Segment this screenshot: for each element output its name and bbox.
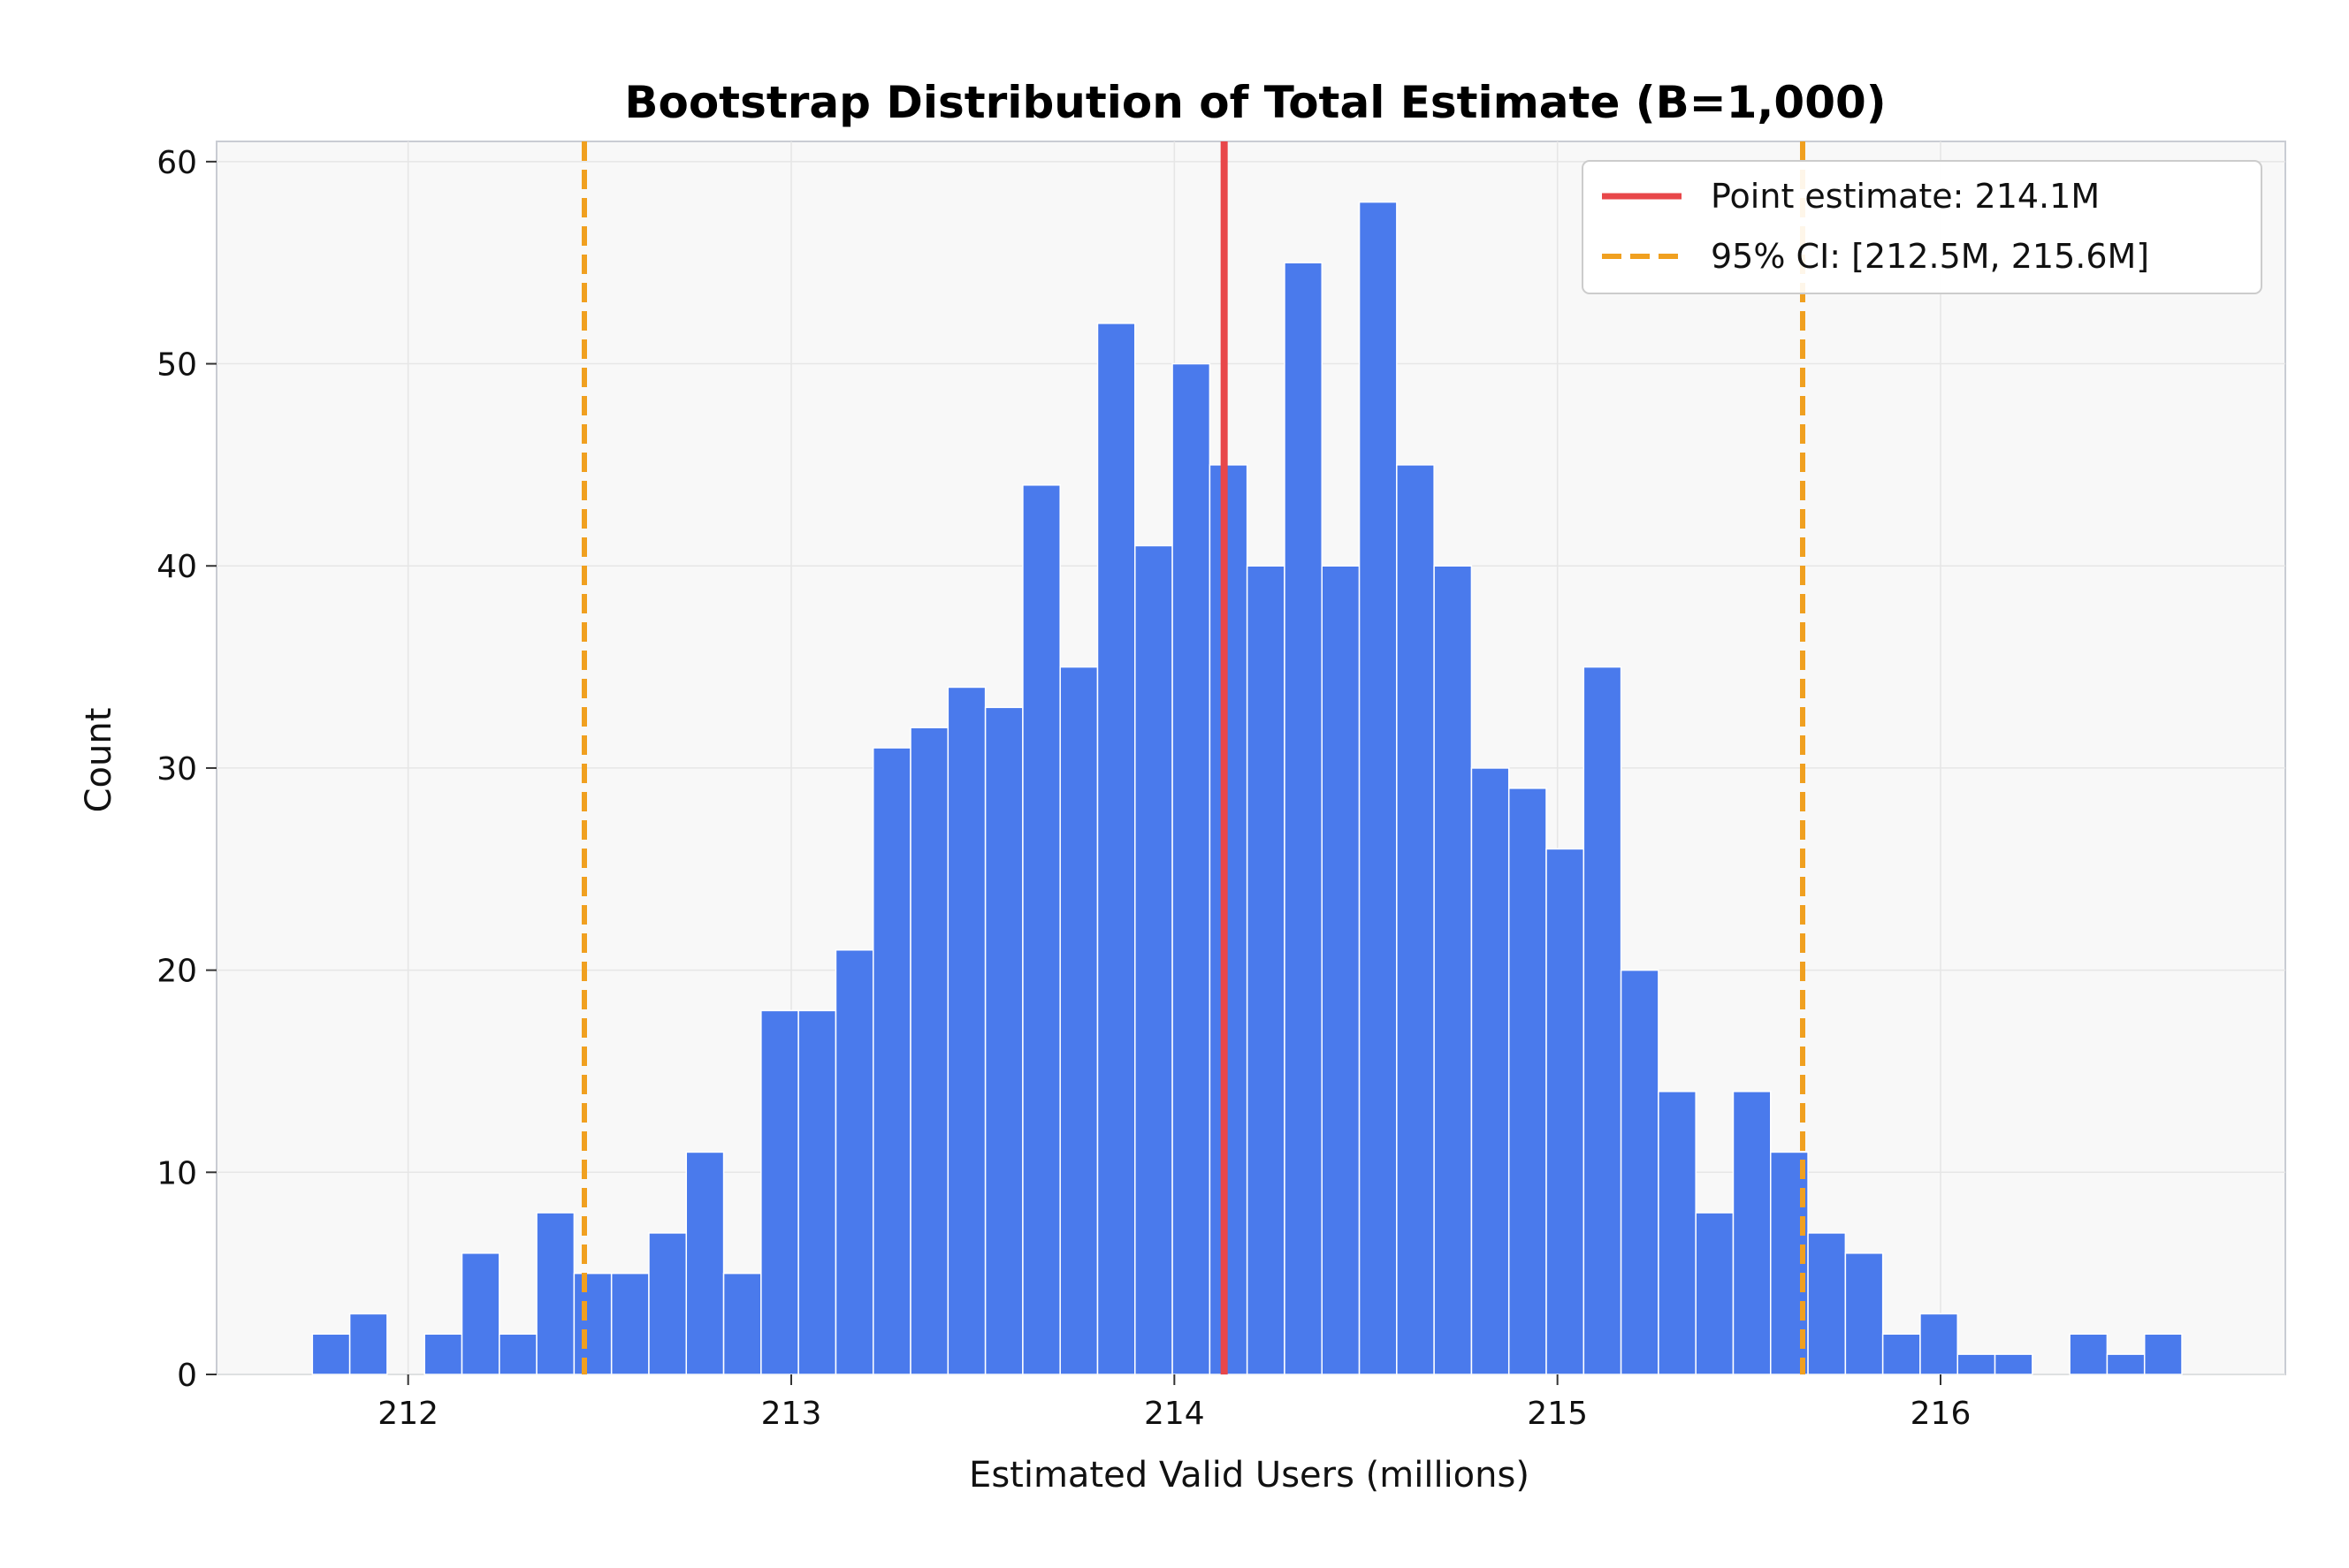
- histogram-bar: [348, 1313, 388, 1375]
- y-tick-label: 40: [156, 549, 197, 585]
- histogram-bar: [1246, 565, 1285, 1375]
- legend: Point estimate: 214.1M 95% CI: [212.5M, …: [1582, 160, 2262, 294]
- histogram-bar: [1059, 666, 1099, 1375]
- histogram-bar: [1695, 1212, 1735, 1375]
- histogram-bar: [610, 1272, 650, 1375]
- histogram-bar: [835, 949, 874, 1375]
- histogram-bar: [1171, 362, 1211, 1375]
- y-tick-label: 10: [156, 1155, 197, 1191]
- y-axis-label: Count: [79, 708, 119, 813]
- histogram-bar: [461, 1252, 500, 1375]
- histogram-bar: [1881, 1333, 1921, 1375]
- legend-ci-label: 95% CI: [212.5M, 215.6M]: [1711, 237, 2149, 276]
- histogram-bar: [1507, 788, 1547, 1375]
- x-tick-label: 215: [1527, 1396, 1588, 1432]
- histogram-bar: [1732, 1091, 1772, 1375]
- histogram-bar: [797, 1009, 837, 1375]
- reference-lines: [582, 141, 1805, 1374]
- histogram-bar: [1658, 1091, 1697, 1375]
- y-tick-label: 0: [177, 1358, 197, 1394]
- x-tick-label: 216: [1910, 1396, 1971, 1432]
- histogram-bar: [311, 1333, 351, 1375]
- histogram-bar: [1994, 1353, 2033, 1375]
- histogram-bar: [1620, 969, 1659, 1375]
- y-tick-label: 20: [156, 954, 197, 990]
- histogram-bar: [872, 747, 911, 1375]
- histogram-bar: [760, 1009, 799, 1375]
- histogram-bar: [536, 1212, 576, 1375]
- x-tick-label: 213: [761, 1396, 822, 1432]
- chart-title: Bootstrap Distribution of Total Estimate…: [624, 77, 1886, 128]
- y-tick-label: 60: [156, 145, 197, 181]
- histogram-bar: [573, 1272, 613, 1375]
- histogram-bar: [1919, 1313, 1958, 1375]
- y-tick-label: 30: [156, 751, 197, 788]
- histogram-bar: [2106, 1353, 2146, 1375]
- histogram-bar: [499, 1333, 538, 1375]
- histogram-bar: [722, 1272, 762, 1375]
- y-tick-label: 50: [156, 347, 197, 384]
- x-axis-label: Estimated Valid Users (millions): [969, 1455, 1529, 1496]
- histogram-bar: [1321, 565, 1361, 1375]
- histogram-bar: [2143, 1333, 2183, 1375]
- histogram-bar: [1284, 262, 1323, 1375]
- histogram-bar: [1433, 565, 1473, 1375]
- legend-point-estimate-label: Point estimate: 214.1M: [1711, 177, 2100, 216]
- histogram-bar: [1956, 1353, 1996, 1375]
- histogram-bar: [1470, 767, 1510, 1375]
- x-tick-label: 212: [378, 1396, 439, 1432]
- histogram-bar: [1209, 464, 1248, 1375]
- histogram-bars: [311, 201, 2183, 1375]
- histogram-bar: [1022, 484, 1061, 1375]
- histogram-bar: [1396, 464, 1435, 1375]
- histogram-bar: [1807, 1232, 1847, 1375]
- histogram-bar: [910, 727, 950, 1375]
- histogram-bar: [984, 706, 1024, 1375]
- axis-ticks: 212 213 214 215 216 0 10 20 30 40 50 60: [156, 145, 1971, 1432]
- histogram-bar: [1545, 848, 1585, 1375]
- histogram-bar: [1134, 544, 1173, 1375]
- histogram-bar: [423, 1333, 463, 1375]
- histogram-bar: [648, 1232, 688, 1375]
- histogram-bar: [1583, 666, 1622, 1375]
- histogram-bar: [2069, 1333, 2109, 1375]
- histogram-bar: [1358, 201, 1398, 1375]
- histogram-bar: [947, 686, 987, 1375]
- x-tick-label: 214: [1144, 1396, 1205, 1432]
- histogram-bar: [1844, 1252, 1884, 1375]
- legend-box: [1582, 160, 2262, 294]
- histogram-bar: [685, 1151, 725, 1375]
- histogram-bar: [1096, 323, 1136, 1375]
